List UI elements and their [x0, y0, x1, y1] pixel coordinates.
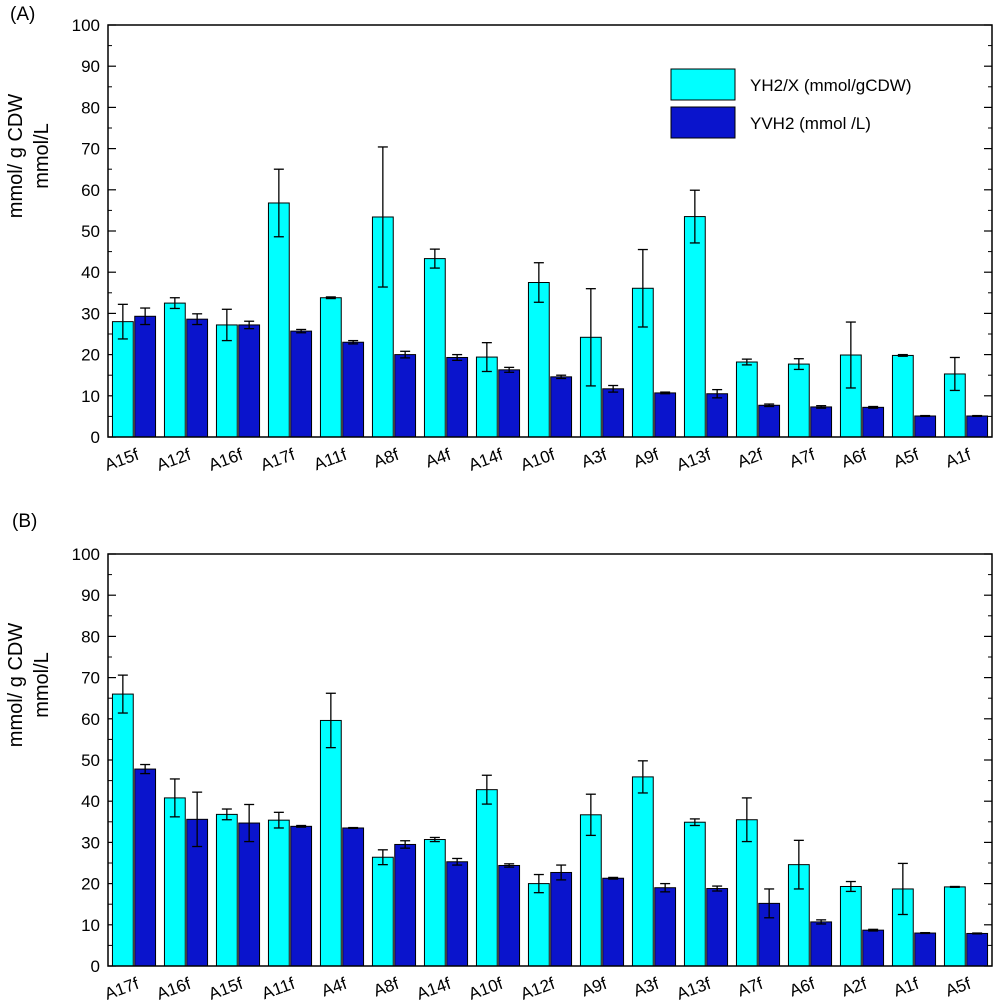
y-tick-label: 50 — [81, 751, 100, 770]
legend-swatch-series1 — [670, 68, 736, 101]
bar-yh2x — [267, 202, 290, 438]
panel-label-b: (B) — [12, 511, 37, 532]
legend: YH2/X (mmol/gCDW) YVH2 (mmol /L) — [670, 68, 912, 139]
error-bars-a — [117, 146, 983, 418]
y-axis-title-line2-a: mmol/L — [31, 123, 53, 189]
bar-yh2x — [163, 302, 186, 438]
bar-yh2x — [787, 363, 810, 438]
bar-yh2x — [839, 885, 862, 967]
y-tick-label: 10 — [81, 387, 100, 406]
y-tick-label: 70 — [81, 669, 100, 688]
bar-yh2x — [475, 789, 498, 967]
bar-yvh2 — [498, 369, 521, 438]
bar-yh2x — [527, 282, 550, 438]
bars-a — [111, 202, 989, 438]
bar-yvh2 — [914, 415, 937, 438]
bar-yvh2 — [602, 877, 625, 967]
bar-yvh2 — [966, 415, 989, 438]
bar-yh2x — [319, 719, 342, 967]
bar-yvh2 — [706, 393, 729, 438]
bar-yvh2 — [758, 404, 781, 438]
panel-label-a: (A) — [10, 4, 35, 25]
plot-frame-a — [107, 24, 993, 438]
bar-yh2x — [423, 258, 446, 438]
y-tick-label: 80 — [81, 627, 100, 646]
bar-yh2x — [319, 297, 342, 438]
bar-yh2x — [371, 856, 394, 967]
bar-yvh2 — [238, 324, 261, 438]
bar-yvh2 — [862, 929, 885, 967]
bar-yvh2 — [550, 376, 573, 438]
y-tick-label: 30 — [81, 304, 100, 323]
legend-label-series1: YH2/X (mmol/gCDW) — [750, 76, 912, 95]
bar-yvh2 — [706, 888, 729, 967]
bar-yvh2 — [342, 827, 365, 967]
y-tick-label: 50 — [81, 222, 100, 241]
bar-yvh2 — [654, 392, 677, 438]
bar-yvh2 — [134, 768, 157, 967]
y-tick-label: 10 — [81, 916, 100, 935]
bar-yvh2 — [498, 864, 521, 967]
y-axis-title-line2-b: mmol/L — [31, 652, 53, 718]
bar-yh2x — [683, 216, 706, 438]
bar-yvh2 — [914, 932, 937, 967]
y-tick-label: 70 — [81, 140, 100, 159]
bar-yvh2 — [394, 354, 417, 438]
y-axis-title-line1-a: mmol/ g CDW — [5, 94, 27, 219]
bar-yh2x — [215, 813, 238, 967]
bar-yh2x — [943, 886, 966, 967]
y-tick-label: 90 — [81, 57, 100, 76]
bar-yvh2 — [290, 330, 313, 438]
bar-yh2x — [579, 814, 602, 967]
bar-yvh2 — [342, 341, 365, 438]
bar-yvh2 — [810, 406, 833, 438]
bar-yh2x — [215, 324, 238, 438]
bar-yvh2 — [238, 822, 261, 967]
error-bars-b — [117, 674, 983, 935]
legend-label-series2: YVH2 (mmol /L) — [750, 114, 871, 133]
y-tick-label: 20 — [81, 346, 100, 365]
y-axis-title-line1-b: mmol/ g CDW — [5, 623, 27, 748]
bar-yvh2 — [134, 315, 157, 438]
plot-frame-b — [107, 553, 993, 967]
bar-yvh2 — [810, 921, 833, 967]
bar-yvh2 — [862, 406, 885, 438]
bar-yh2x — [163, 797, 186, 967]
bar-yh2x — [891, 354, 914, 438]
bar-yvh2 — [446, 356, 469, 438]
y-tick-label: 30 — [81, 833, 100, 852]
bar-yh2x — [423, 839, 446, 967]
y-axis-tick-labels-b: 0 10 20 30 40 50 60 70 80 90 100 — [72, 545, 100, 976]
y-tick-label: 60 — [81, 710, 100, 729]
bar-yh2x — [527, 883, 550, 967]
y-tick-label: 40 — [81, 263, 100, 282]
bar-yvh2 — [394, 843, 417, 967]
bar-yh2x — [735, 361, 758, 438]
y-tick-label: 40 — [81, 792, 100, 811]
y-axis-tick-labels-a: 0 10 20 30 40 50 60 70 80 90 100 — [72, 16, 100, 447]
bar-yvh2 — [290, 825, 313, 967]
bar-yh2x — [267, 819, 290, 967]
bar-yvh2 — [186, 318, 209, 438]
y-tick-label: 100 — [72, 545, 100, 564]
bar-yh2x — [631, 776, 654, 967]
panel-b: (B) mmol/ g CDW mmol/L 0 10 20 30 40 50 60 70 80… — [5, 511, 993, 1004]
y-tick-label: 90 — [81, 586, 100, 605]
bar-yvh2 — [966, 932, 989, 967]
y-tick-label: 0 — [91, 957, 100, 976]
y-tick-label: 20 — [81, 875, 100, 894]
bar-yvh2 — [602, 388, 625, 438]
y-tick-label: 100 — [72, 16, 100, 35]
bar-yh2x — [111, 693, 134, 967]
bar-yvh2 — [446, 861, 469, 967]
y-tick-label: 0 — [91, 428, 100, 447]
bar-yvh2 — [654, 887, 677, 967]
bar-yvh2 — [550, 871, 573, 967]
legend-swatch-series2 — [670, 106, 736, 139]
y-tick-label: 60 — [81, 181, 100, 200]
y-tick-label: 80 — [81, 98, 100, 117]
bar-yh2x — [683, 821, 706, 967]
